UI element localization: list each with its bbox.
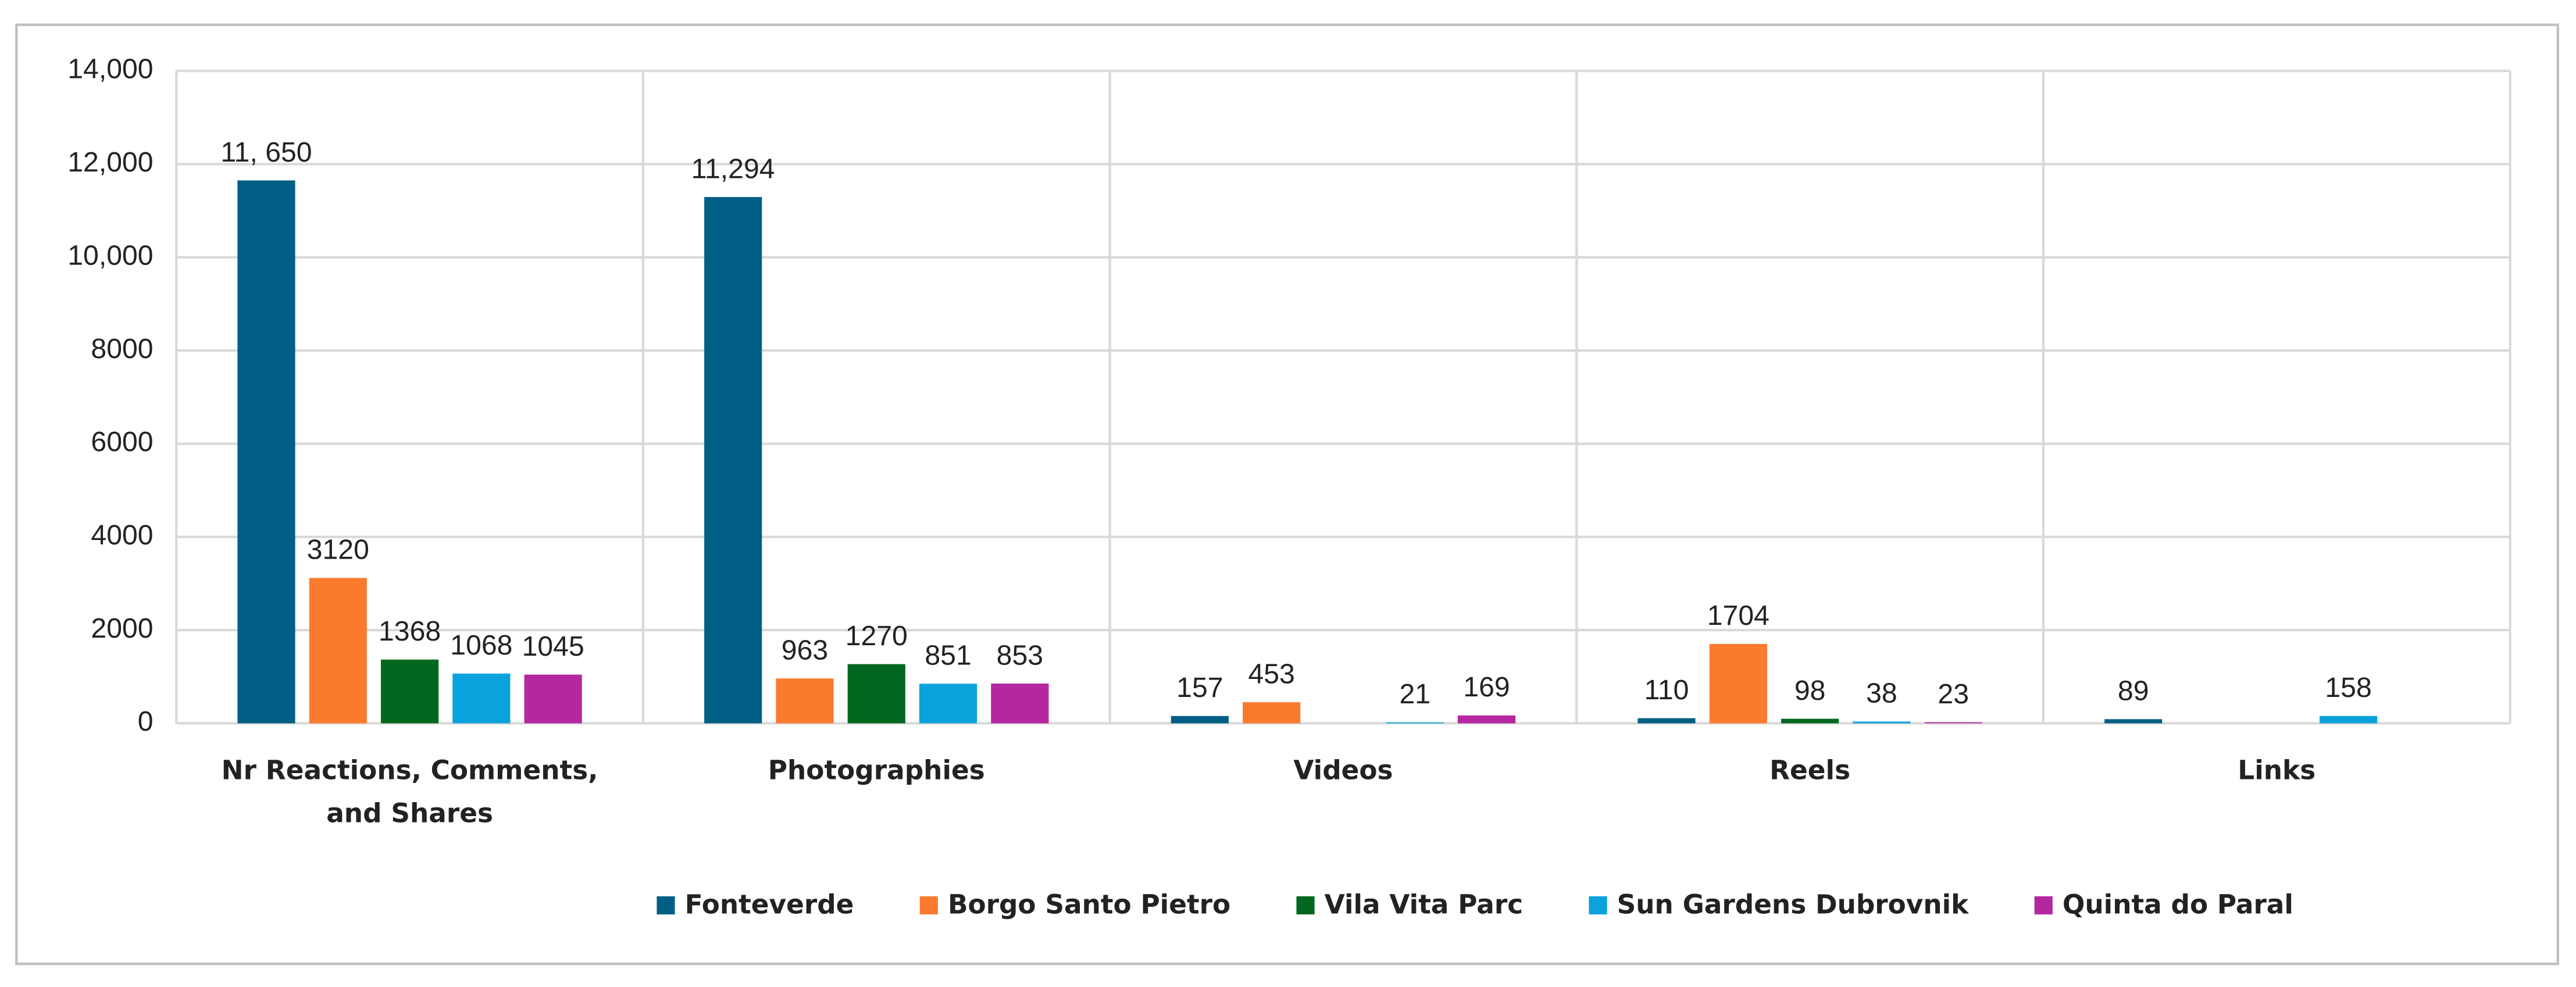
data-label: 157 <box>1176 672 1223 703</box>
data-label: 853 <box>997 639 1043 671</box>
bar <box>1709 643 1767 724</box>
chart-border <box>15 23 2559 965</box>
data-label: 169 <box>1463 671 1510 703</box>
bar <box>1853 721 1911 724</box>
y-tick-label: 14,000 <box>67 53 153 85</box>
data-label: 1704 <box>1707 600 1769 631</box>
x-tick-label-box: Reels <box>1769 754 1851 786</box>
bar <box>1171 716 1229 724</box>
data-label: 38 <box>1866 678 1897 709</box>
data-label: 851 <box>925 640 971 671</box>
y-tick-label: 0 <box>138 706 154 737</box>
data-label: 1045 <box>522 631 584 662</box>
bar <box>452 673 511 724</box>
bar <box>1781 718 1839 724</box>
x-tick-label: Photographies <box>768 754 985 786</box>
data-label: 110 <box>1644 674 1689 706</box>
y-tick-label: 8000 <box>91 333 153 364</box>
data-label: 98 <box>1794 675 1826 706</box>
legend-label: Fonteverde <box>685 889 854 920</box>
legend-swatch <box>2034 896 2053 915</box>
y-tick-label: 6000 <box>91 426 153 457</box>
bar <box>847 664 905 724</box>
x-tick-label: Nr Reactions, Comments, and Shares <box>221 754 598 829</box>
bar <box>524 674 582 724</box>
legend-label: Vila Vita Parc <box>1325 889 1523 920</box>
x-tick-label-box: Links <box>2238 754 2316 786</box>
bar <box>1924 722 1982 724</box>
data-label: 3120 <box>307 534 369 566</box>
bar <box>1457 715 1516 724</box>
data-label: 158 <box>2325 672 2371 703</box>
data-label: 23 <box>1938 678 1969 710</box>
legend-swatch <box>1296 896 1315 915</box>
y-tick-label: 10,000 <box>67 239 153 271</box>
legend-label: Borgo Santo Pietro <box>948 889 1230 920</box>
bar <box>2104 719 2163 724</box>
x-tick-label: Reels <box>1769 754 1851 786</box>
x-tick-label: Links <box>2238 754 2316 786</box>
x-tick-label-box: Videos <box>1293 754 1393 786</box>
bar <box>919 684 977 724</box>
bar <box>309 578 367 724</box>
legend-label: Quinta do Paral <box>2063 889 2293 920</box>
x-tick-label-box: Nr Reactions, Comments, and Shares <box>221 754 598 829</box>
bar <box>776 678 834 724</box>
bar <box>1637 718 1696 724</box>
data-label: 89 <box>2118 675 2149 707</box>
legend-swatch <box>657 896 675 915</box>
data-label: 1068 <box>450 630 512 661</box>
bar <box>1386 722 1444 724</box>
bar <box>1243 702 1301 724</box>
data-label: 11, 650 <box>220 137 312 168</box>
bar <box>381 659 439 724</box>
data-label: 21 <box>1399 678 1430 710</box>
x-tick-label-box: Photographies <box>768 754 985 786</box>
x-tick-label: Videos <box>1293 754 1393 786</box>
bar <box>704 196 762 724</box>
data-label: 11,294 <box>691 153 775 184</box>
bar <box>991 683 1049 724</box>
data-label: 453 <box>1248 658 1294 689</box>
data-label: 1270 <box>845 620 908 652</box>
y-tick-label: 4000 <box>91 519 153 550</box>
legend-swatch <box>919 896 938 915</box>
bar <box>237 180 295 724</box>
legend-swatch <box>1589 896 1607 915</box>
data-label: 1368 <box>379 616 441 647</box>
legend-label: Sun Gardens Dubrovnik <box>1617 889 1970 920</box>
data-label: 963 <box>782 635 828 666</box>
bar <box>2319 716 2378 724</box>
legend: Fonteverde Borgo Santo Pietro Vila Vita Pa… <box>657 889 2293 920</box>
y-tick-label: 12,000 <box>67 146 153 178</box>
y-tick-label: 2000 <box>91 613 153 644</box>
